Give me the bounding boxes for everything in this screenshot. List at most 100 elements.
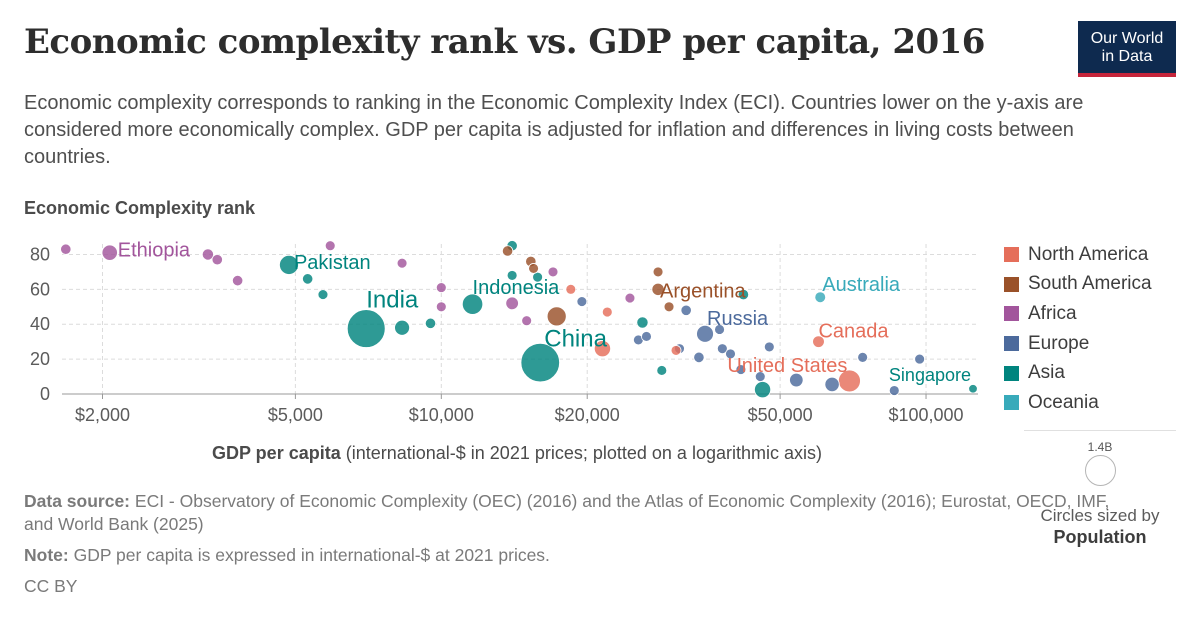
data-point[interactable] [231, 275, 244, 287]
data-point[interactable] [528, 263, 539, 274]
point-label: Pakistan [294, 252, 371, 274]
legend-swatch [1004, 336, 1019, 352]
x-axis-title-bold: GDP per capita [212, 443, 342, 463]
y-tick-label: 40 [30, 314, 50, 334]
data-point[interactable] [201, 248, 214, 261]
data-point[interactable] [968, 384, 978, 394]
data-point[interactable] [317, 289, 329, 300]
data-point[interactable] [547, 266, 559, 278]
y-axis-title: Economic Complexity rank [24, 198, 256, 218]
data-point[interactable] [652, 266, 664, 278]
data-point[interactable] [735, 364, 747, 375]
data-point[interactable] [641, 331, 652, 342]
data-point[interactable] [346, 309, 386, 348]
point-label: India [366, 287, 419, 314]
data-point[interactable] [754, 381, 772, 399]
size-legend-divider [1024, 430, 1176, 431]
legend-item-europe[interactable]: Europe [1004, 329, 1152, 359]
y-tick-label: 60 [30, 279, 50, 299]
point-label: Russia [707, 308, 769, 330]
data-point[interactable] [789, 372, 804, 388]
data-point[interactable] [435, 301, 447, 313]
data-point[interactable] [532, 271, 543, 283]
legend-item-asia[interactable]: Asia [1004, 358, 1152, 388]
x-tick-label: $2,000 [75, 405, 130, 425]
y-tick-label: 0 [40, 384, 50, 404]
data-point[interactable] [396, 257, 408, 269]
owid-logo[interactable]: Our World in Data [1078, 21, 1176, 77]
data-point[interactable] [696, 324, 714, 343]
logo-line-1: Our World [1090, 30, 1164, 47]
data-point[interactable] [279, 254, 299, 275]
point-label: Singapore [889, 365, 971, 385]
data-point[interactable] [693, 351, 705, 363]
data-point[interactable] [461, 293, 484, 315]
point-label: Indonesia [473, 277, 561, 299]
legend-label: North America [1028, 243, 1149, 265]
data-point[interactable] [914, 353, 925, 365]
data-point[interactable] [656, 365, 668, 376]
data-point[interactable] [520, 342, 560, 383]
region-legend: North America South America Africa Europ… [1004, 240, 1152, 418]
data-point[interactable] [546, 306, 567, 327]
data-point[interactable] [888, 385, 900, 396]
chart-title: Economic complexity rank vs. GDP per cap… [24, 22, 985, 62]
data-source-label: Data source: [24, 491, 131, 511]
size-legend: 1.4B Circles sized by Population [1024, 430, 1176, 548]
legend-swatch [1004, 306, 1019, 322]
data-point[interactable] [857, 352, 869, 363]
note-text: GDP per capita is expressed in internati… [73, 545, 550, 565]
data-point[interactable] [636, 316, 649, 329]
data-point[interactable] [101, 244, 118, 261]
data-point[interactable] [435, 282, 447, 293]
data-point[interactable] [505, 296, 519, 311]
data-point[interactable] [211, 254, 223, 266]
legend-label: Asia [1028, 362, 1065, 384]
data-point[interactable] [394, 319, 410, 336]
size-legend-caption: Circles sized by [1040, 506, 1160, 525]
data-point[interactable] [737, 288, 750, 301]
data-point[interactable] [812, 335, 825, 348]
data-point[interactable] [324, 240, 336, 252]
scatter-chart[interactable]: 0 20 40 60 80 $2,000 $5,000 $10,000 $20,000 $50,0… [0, 0, 1000, 470]
data-point[interactable] [601, 306, 613, 318]
data-point[interactable] [725, 348, 736, 360]
x-axis-title-rest: (international-$ in 2021 prices; plotted… [341, 443, 822, 463]
point-labels: Ethiopia Pakistan India Indonesia China Singa… [118, 240, 971, 385]
data-point[interactable] [60, 243, 72, 255]
data-point[interactable] [624, 292, 636, 304]
data-point[interactable] [824, 376, 840, 393]
data-point[interactable] [302, 273, 314, 285]
legend-item-oceania[interactable]: Oceania [1004, 388, 1152, 418]
data-point[interactable] [670, 345, 682, 356]
legend-item-south-america[interactable]: South America [1004, 270, 1152, 300]
data-point[interactable] [763, 341, 775, 353]
note-label: Note: [24, 545, 69, 565]
data-point[interactable] [716, 343, 728, 355]
x-tick-label: $50,000 [748, 405, 813, 425]
point-label: United States [727, 355, 847, 377]
data-point[interactable] [663, 301, 675, 313]
legend-swatch [1004, 247, 1019, 263]
data-point[interactable] [576, 296, 588, 307]
data-point[interactable] [714, 324, 725, 335]
axes: 0 20 40 60 80 $2,000 $5,000 $10,000 $20,000 $50,0… [30, 244, 978, 463]
legend-item-africa[interactable]: Africa [1004, 299, 1152, 329]
legend-label: Europe [1028, 332, 1090, 354]
data-point[interactable] [565, 283, 577, 295]
data-point[interactable] [593, 340, 612, 358]
data-point[interactable] [424, 317, 437, 329]
data-point[interactable] [680, 304, 692, 316]
data-point[interactable] [754, 371, 766, 382]
data-point[interactable] [506, 270, 518, 281]
data-point[interactable] [651, 282, 665, 296]
data-point[interactable] [501, 245, 514, 257]
legend-item-north-america[interactable]: North America [1004, 240, 1152, 270]
legend-swatch [1004, 365, 1019, 381]
license[interactable]: CC BY [24, 576, 78, 596]
legend-swatch [1004, 276, 1019, 292]
data-point[interactable] [521, 315, 533, 327]
legend-swatch [1004, 395, 1019, 411]
data-point[interactable] [814, 291, 827, 304]
footer: Data source: ECI - Observatory of Econom… [24, 490, 1124, 598]
